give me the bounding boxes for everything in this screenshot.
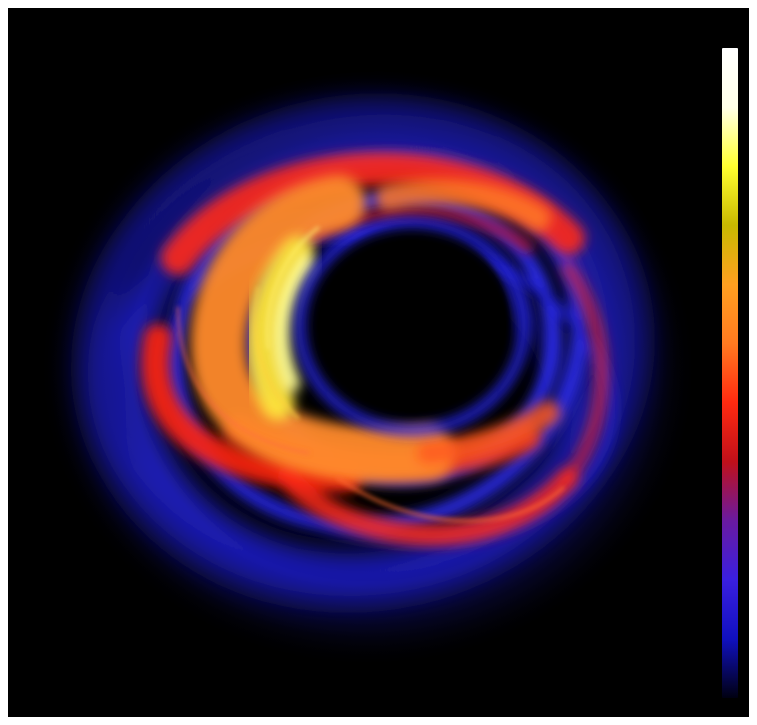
image-frame	[8, 8, 749, 717]
color-scale-bar	[722, 48, 738, 698]
accretion-ring-image	[38, 68, 698, 668]
orange-body	[190, 175, 560, 484]
inner-blue-rim	[295, 217, 529, 435]
streak-details	[176, 226, 565, 523]
